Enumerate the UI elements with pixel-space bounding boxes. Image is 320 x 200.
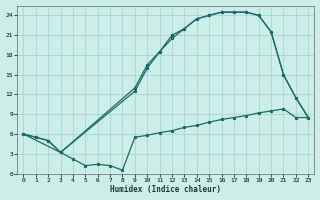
X-axis label: Humidex (Indice chaleur): Humidex (Indice chaleur) [110, 185, 221, 194]
